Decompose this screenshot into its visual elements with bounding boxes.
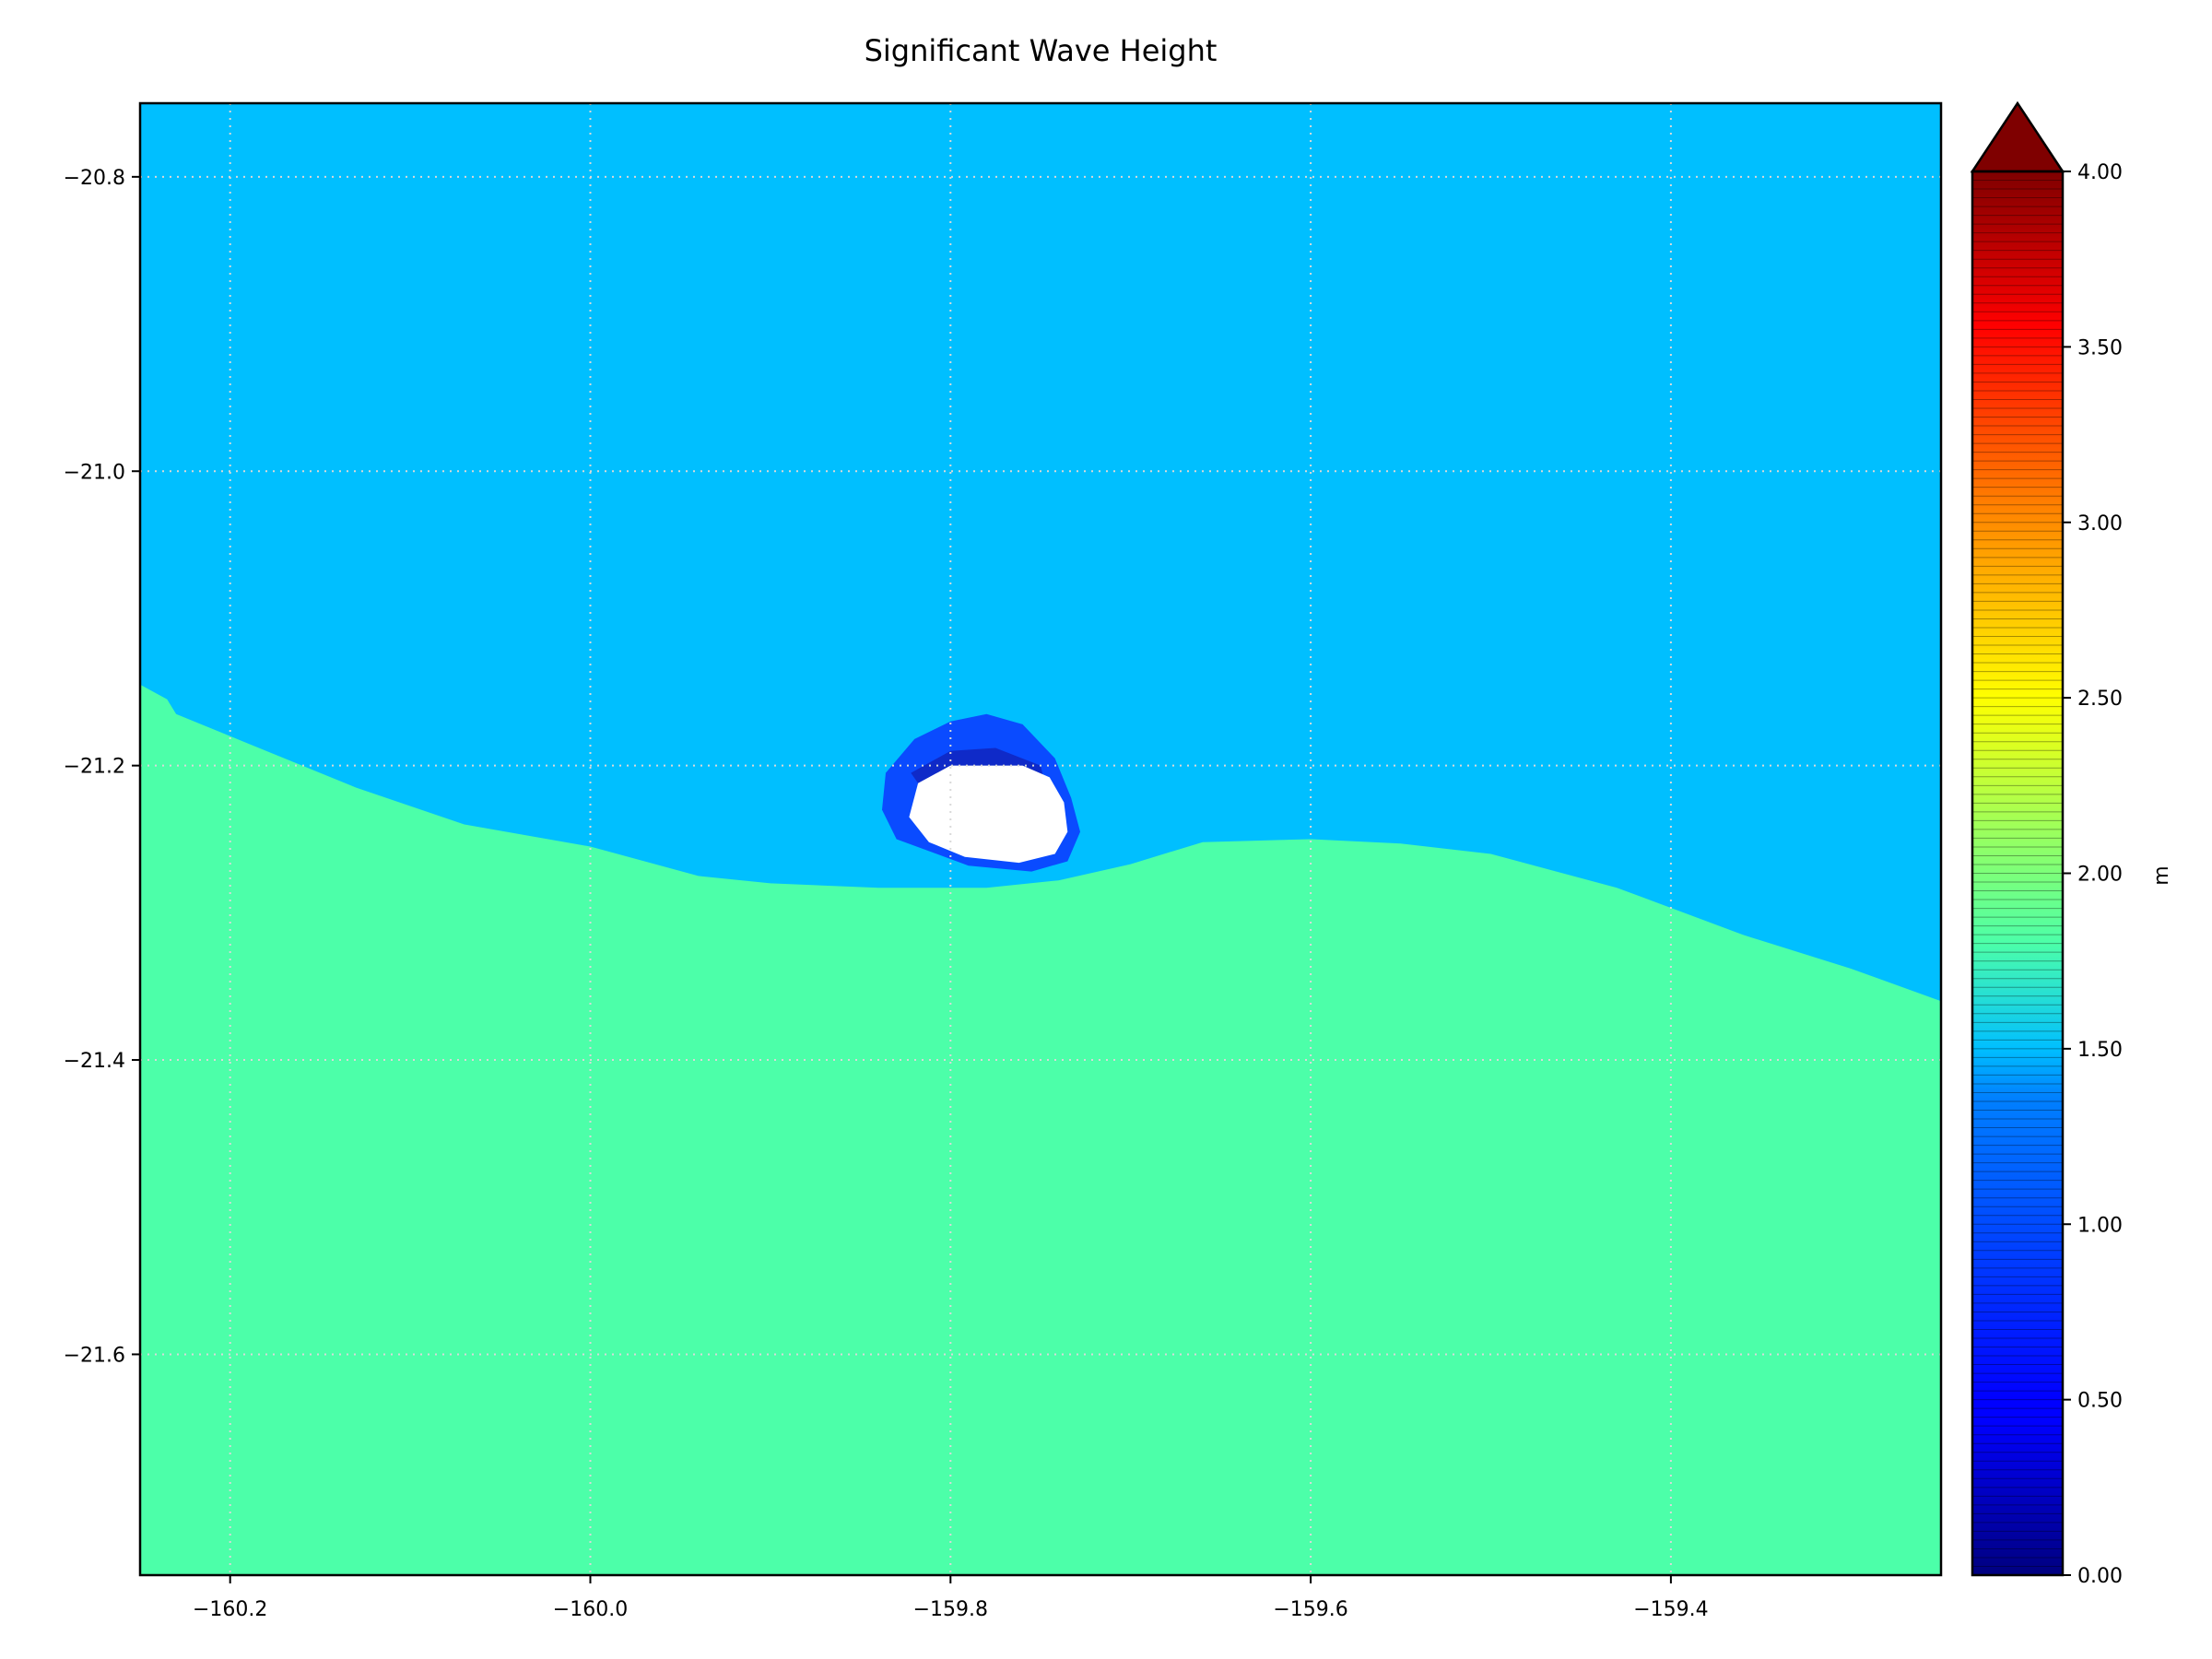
y-tick-label: −21.6 [64,1344,125,1367]
y-axis: −20.8 −21.0 −21.2 −21.4 −21.6 [64,167,140,1367]
colorbar-tick-label: 2.00 [2077,864,2123,887]
colorbar-level-lines [1972,180,2063,1567]
colorbar-ticks: 0.00 0.50 1.00 1.50 2.00 2.50 3.00 3.50 4.00 [2063,161,2123,1588]
wave-field-regions [140,103,1941,1002]
colorbar-tick-label: 1.50 [2077,1039,2123,1062]
region-northern-sea [140,103,1941,1002]
region-island-land-mask [909,765,1068,864]
y-tick-label: −21.0 [64,461,125,484]
x-tick-label: −160.2 [193,1598,267,1621]
x-axis: −160.2 −160.0 −159.8 −159.6 −159.4 [193,1575,1709,1621]
colorbar-tick-label: 3.50 [2077,336,2123,359]
colorbar-tick-label: 3.00 [2077,512,2123,535]
colorbar-gradient [1972,171,2063,1575]
colorbar-label: m [2150,865,2173,885]
y-tick-label: −20.8 [64,167,125,190]
y-tick-label: −21.2 [64,756,125,779]
x-tick-label: −159.6 [1273,1598,1347,1621]
grid-lines [140,103,1941,1575]
x-tick-label: −159.4 [1633,1598,1708,1621]
colorbar: 0.00 0.50 1.00 1.50 2.00 2.50 3.00 3.50 4.00 m [1970,100,2173,1588]
colorbar-tick-label: 4.00 [2077,161,2123,184]
colorbar-extend-max-triangle [1970,100,2065,173]
chart-title: Significant Wave Height [865,33,1218,68]
x-tick-label: −159.8 [913,1598,988,1621]
colorbar-tick-label: 1.00 [2077,1214,2123,1237]
colorbar-tick-label: 2.50 [2077,688,2123,711]
plot-frame [138,101,1943,1577]
colorbar-tick-label: 0.50 [2077,1390,2123,1413]
colorbar-tick-label: 0.00 [2077,1565,2123,1588]
y-tick-label: −21.4 [64,1050,125,1073]
plot-area [140,103,1941,1575]
x-tick-label: −160.0 [553,1598,628,1621]
